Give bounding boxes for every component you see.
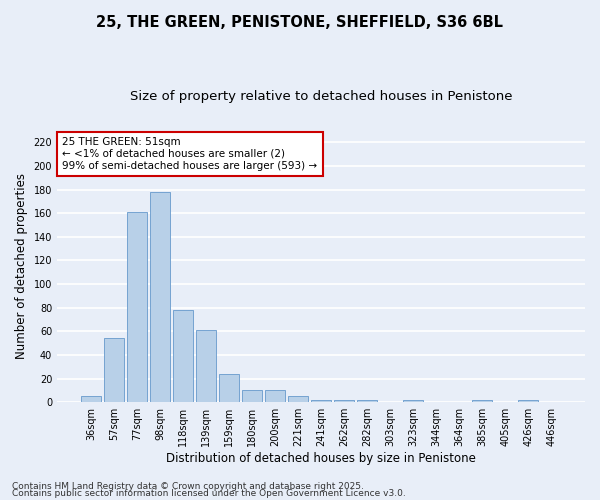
Bar (242, 390, 262, 402)
Title: Size of property relative to detached houses in Penistone: Size of property relative to detached ho… (130, 90, 512, 103)
Bar (311, 400, 331, 402)
Bar (403, 400, 423, 402)
Text: 25, THE GREEN, PENISTONE, SHEFFIELD, S36 6BL: 25, THE GREEN, PENISTONE, SHEFFIELD, S36… (97, 15, 503, 30)
Bar (334, 400, 354, 402)
Text: Contains HM Land Registry data © Crown copyright and database right 2025.: Contains HM Land Registry data © Crown c… (12, 482, 364, 491)
Text: 25 THE GREEN: 51sqm
← <1% of detached houses are smaller (2)
99% of semi-detache: 25 THE GREEN: 51sqm ← <1% of detached ho… (62, 138, 317, 170)
Bar (265, 390, 285, 402)
Bar (357, 400, 377, 402)
Bar (196, 330, 216, 402)
Bar (104, 338, 124, 402)
Bar (219, 374, 239, 402)
Bar (81, 396, 101, 402)
Bar (288, 396, 308, 402)
Y-axis label: Number of detached properties: Number of detached properties (15, 174, 28, 360)
X-axis label: Distribution of detached houses by size in Penistone: Distribution of detached houses by size … (166, 452, 476, 465)
Bar (472, 400, 492, 402)
Bar (518, 400, 538, 402)
Bar (173, 310, 193, 402)
Bar (127, 212, 146, 402)
Text: Contains public sector information licensed under the Open Government Licence v3: Contains public sector information licen… (12, 489, 406, 498)
Bar (150, 192, 170, 402)
